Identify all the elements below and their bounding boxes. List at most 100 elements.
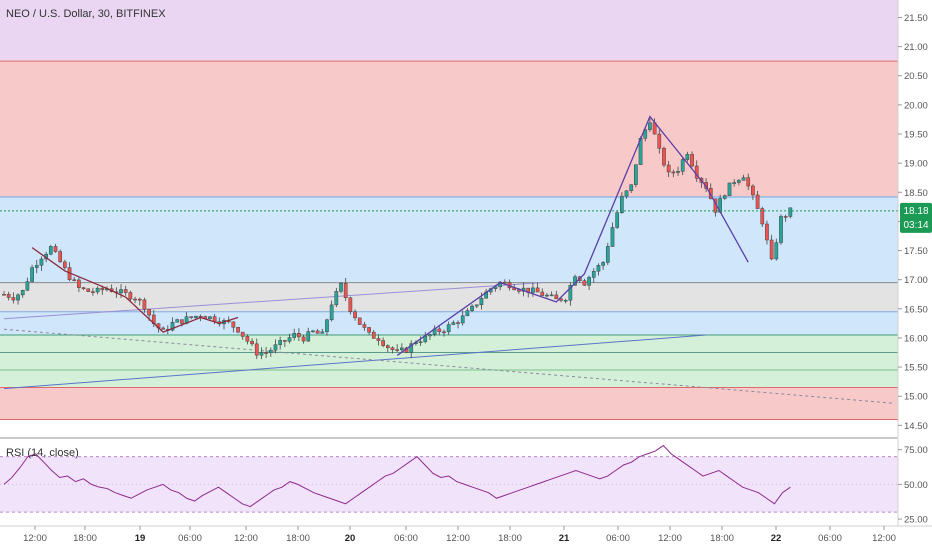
candle <box>259 347 264 360</box>
candle <box>722 194 727 201</box>
time-tick-label: 06:00 <box>818 533 842 544</box>
time-tick-label: 12:00 <box>658 533 682 544</box>
rsi-tick: 25.00 <box>898 515 928 526</box>
time-tick-label: 18:00 <box>73 533 97 544</box>
candle <box>371 329 376 339</box>
candle <box>671 169 676 178</box>
candle <box>470 304 474 313</box>
rsi-tick: 50.00 <box>898 480 928 491</box>
candle <box>783 214 788 222</box>
candle <box>587 275 591 291</box>
candle <box>240 331 245 340</box>
rsi-tick-label: 75.00 <box>904 445 928 456</box>
time-tick-label: 06:00 <box>606 533 630 544</box>
empty-area <box>0 419 898 437</box>
price-tick-label: 20.50 <box>904 71 928 82</box>
candle <box>16 293 20 305</box>
candle <box>62 259 67 270</box>
candle <box>601 260 605 270</box>
zigzag-patterns <box>31 115 749 356</box>
time-axis[interactable] <box>0 526 932 550</box>
candle <box>390 346 395 354</box>
candle <box>2 290 6 296</box>
candle <box>287 333 292 344</box>
candle <box>400 343 404 353</box>
time-tick: 21 <box>559 526 570 544</box>
time-tick: 18:00 <box>73 526 97 544</box>
time-tick-label: 21 <box>559 533 570 544</box>
rsi-tick-label: 25.00 <box>904 515 928 526</box>
candle <box>765 220 769 245</box>
candle <box>329 300 334 322</box>
candle <box>465 308 470 317</box>
rsi-label: RSI (14, close) <box>6 447 79 459</box>
price-tick-label: 16.00 <box>904 333 928 344</box>
price-tick: 17.50 <box>898 246 928 257</box>
last-price-badge: 18.18 03:14 <box>900 202 932 233</box>
time-tick: 18:00 <box>286 526 310 544</box>
candle <box>563 298 568 304</box>
candle <box>72 276 77 282</box>
candle <box>741 174 746 181</box>
time-tick-label: 18:00 <box>286 533 310 544</box>
time-tick: 12:00 <box>872 526 896 544</box>
candle <box>737 178 741 186</box>
price-tick-label: 20.00 <box>904 100 928 111</box>
candle <box>395 344 400 353</box>
candle <box>320 328 325 334</box>
candle <box>437 325 442 336</box>
time-tick-label: 22 <box>771 533 782 544</box>
candle <box>451 320 456 326</box>
candle <box>6 291 11 301</box>
candle <box>357 317 362 325</box>
time-tick-label: 12:00 <box>872 533 896 544</box>
candle <box>273 339 278 354</box>
price-tick-label: 15.50 <box>904 363 928 374</box>
candle <box>306 327 311 342</box>
price-tick: 21.50 <box>898 13 928 24</box>
candle <box>142 297 147 313</box>
price-tick: 18.50 <box>898 188 928 199</box>
trend-line[interactable] <box>3 282 543 320</box>
candle <box>727 182 732 196</box>
price-tick-label: 17.00 <box>904 275 928 286</box>
candle <box>755 190 760 209</box>
candle <box>353 309 357 321</box>
candle <box>662 146 666 168</box>
bar-countdown: 03:14 <box>903 220 928 231</box>
candle <box>58 249 63 263</box>
candle <box>634 164 638 188</box>
candle <box>264 346 268 358</box>
trend-line[interactable] <box>3 328 894 404</box>
time-tick-label: 12:00 <box>23 533 47 544</box>
zigzag-line[interactable] <box>31 247 239 333</box>
zigzag-line[interactable] <box>396 115 749 356</box>
time-tick-label: 06:00 <box>394 533 418 544</box>
candle <box>348 296 353 315</box>
time-tick: 19 <box>135 526 145 544</box>
symbol-title: NEO / U.S. Dollar, 30, BITFINEX <box>6 8 166 20</box>
price-tick: 15.50 <box>898 363 928 374</box>
price-tick: 21.00 <box>898 42 928 53</box>
time-tick-label: 20 <box>345 533 356 544</box>
time-tick: 06:00 <box>178 526 202 544</box>
candle <box>769 234 774 261</box>
candle <box>282 339 287 347</box>
rsi-axis-ticks: 25.00 50.00 75.00 <box>898 445 928 526</box>
candle <box>531 282 535 297</box>
candle <box>334 287 339 308</box>
trend-line[interactable] <box>3 334 707 390</box>
price-tick: 19.00 <box>898 159 928 170</box>
price-tick: 15.00 <box>898 392 928 403</box>
price-axis[interactable] <box>898 0 932 526</box>
time-axis-ticks: 12:00 18:00 19 06:00 12:00 18:00 20 06:00 12:00 1… <box>23 526 896 544</box>
rsi-pane <box>0 444 898 513</box>
candle <box>25 277 30 292</box>
candle <box>549 291 554 297</box>
candle <box>254 338 259 360</box>
price-tick-label: 19.00 <box>904 159 928 170</box>
candle <box>676 166 680 176</box>
price-tick-label: 21.50 <box>904 13 928 24</box>
candle <box>657 129 662 154</box>
